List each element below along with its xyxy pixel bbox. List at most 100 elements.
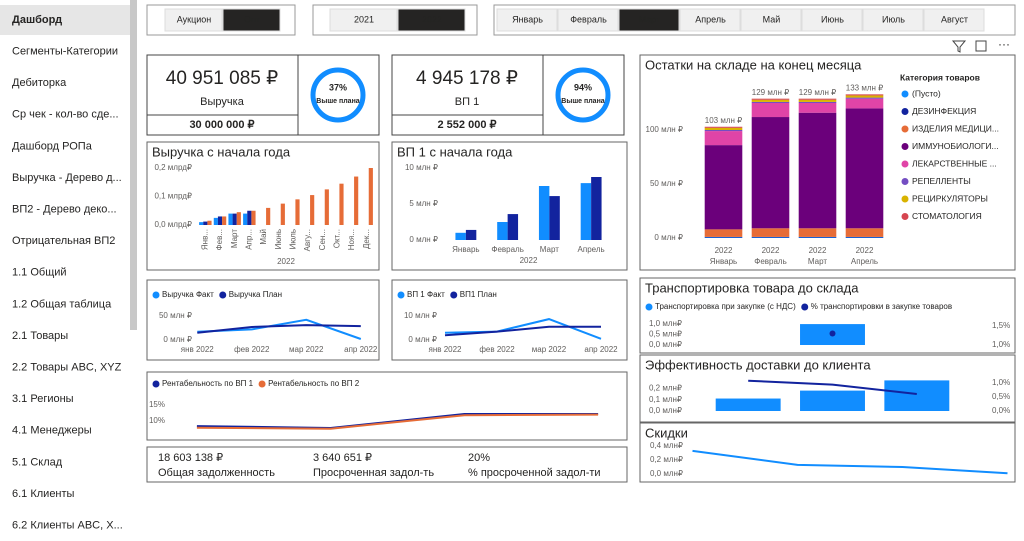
line-point: [829, 330, 836, 337]
total-label: 129 млн ₽: [799, 88, 836, 97]
x-tick-label: мар 2022: [532, 345, 567, 354]
nav-item[interactable]: Сегменты-Категории: [12, 46, 118, 58]
nav-item[interactable]: Выручка - Дерево д...: [12, 172, 122, 184]
nav-item[interactable]: 1.2 Общая таблица: [12, 298, 112, 310]
legend-label: СТОМАТОЛОГИЯ: [912, 211, 982, 221]
bar-segment: [798, 236, 837, 238]
legend-label: РЕПЕЛЛЕНТЫ: [912, 176, 971, 186]
nav-item[interactable]: ВП2 - Дерево деко...: [12, 204, 117, 216]
y-tick-label: 50 млн ₽: [159, 311, 192, 320]
slicer-button[interactable]: [557, 8, 619, 32]
y-tick-label: 0 млн ₽: [163, 335, 192, 344]
nav-item[interactable]: Дебиторка: [12, 77, 67, 89]
toolbar-icons: ···: [951, 13, 1010, 53]
nav-item[interactable]: 2.1 Товары: [12, 330, 68, 342]
slicer-option[interactable]: Февраль: [570, 14, 607, 24]
bar-segment: [798, 98, 837, 100]
kpi-value-box: [146, 54, 299, 116]
bar: [295, 199, 300, 225]
bar-segment: [798, 228, 837, 237]
bar-segment: [798, 101, 837, 103]
slicer-button[interactable]: [164, 8, 223, 32]
slicer-option[interactable]: Март: [639, 14, 661, 24]
y-tick-label: 0,4 млн₽: [650, 441, 683, 450]
slicer-option[interactable]: Аукцион: [177, 14, 212, 24]
nav-item[interactable]: Ср чек - кол-во сде...: [12, 109, 119, 121]
kpi-value-box: [391, 54, 544, 116]
nav-item[interactable]: Отрицательная ВП2: [12, 235, 115, 247]
slicer-button[interactable]: [329, 8, 398, 32]
slicer-button[interactable]: [397, 8, 466, 32]
bar: [247, 210, 252, 225]
bar: [207, 220, 212, 225]
x-tick-label: Март: [808, 257, 827, 266]
slicer-button[interactable]: [923, 8, 985, 32]
slicer-option[interactable]: 2021: [354, 14, 374, 24]
nav-item[interactable]: 2.2 Товары ABC, XYZ: [12, 362, 122, 374]
x-tick-label: фев 2022: [479, 345, 515, 354]
nav-item[interactable]: 6.2 Клиенты ABC, X...: [12, 520, 123, 532]
nav-item[interactable]: Дашборд: [12, 14, 62, 26]
slicer-option[interactable]: Апрель: [695, 14, 726, 24]
x-tick-label: Сен...: [318, 229, 327, 250]
bar-segment: [751, 117, 790, 229]
slicer-option[interactable]: Июнь: [821, 14, 844, 24]
slicer-button[interactable]: [862, 8, 924, 32]
legend-label: Выручка Факт: [162, 290, 214, 299]
nav-item[interactable]: 3.1 Регионы: [12, 393, 74, 405]
slicer-option[interactable]: Опт: [244, 14, 260, 24]
slicer-button[interactable]: [679, 8, 741, 32]
more-icon[interactable]: ···: [998, 37, 1010, 51]
x-tick-label: Фев...: [215, 229, 224, 250]
x-tick-label: Апр...: [244, 229, 253, 250]
y-tick-label: 5 млн ₽: [409, 199, 438, 208]
slicer-option[interactable]: Май: [763, 14, 781, 24]
slicer-button[interactable]: [222, 8, 281, 32]
slicer-option[interactable]: Январь: [512, 14, 543, 24]
bar: [222, 216, 227, 225]
nav-item[interactable]: 4.1 Менеджеры: [12, 425, 92, 437]
slicer-button[interactable]: [618, 8, 680, 32]
scrollbar[interactable]: [130, 0, 137, 330]
slicer-button[interactable]: [496, 8, 558, 32]
kpi-plan: 30 000 000 ₽: [189, 119, 254, 131]
y-tick-label: 50 млн ₽: [650, 179, 683, 188]
legend-marker: [152, 380, 160, 388]
chart-title: Остатки на складе на конец месяца: [645, 57, 862, 72]
nav-item[interactable]: 1.1 Общий: [12, 267, 67, 279]
slicer-button[interactable]: [740, 8, 802, 32]
x-tick-label: Окт...: [332, 229, 341, 248]
slicer-option[interactable]: Июль: [882, 14, 905, 24]
y-tick-label: 100 млн ₽: [646, 125, 683, 134]
bar: [310, 195, 315, 225]
bar-segment: [751, 228, 790, 237]
bar: [884, 380, 950, 411]
y-tick-label: 0,0 млн₽: [649, 406, 682, 415]
focus-icon[interactable]: [975, 40, 987, 52]
nav-item[interactable]: Дашборд РОПа: [12, 140, 93, 152]
bar: [199, 222, 204, 225]
nav-item[interactable]: 5.1 Склад: [12, 456, 63, 468]
chart-title: ВП 1 с начала года: [397, 144, 513, 159]
card: [639, 422, 1016, 483]
legend-marker: [397, 291, 405, 299]
kpi-note: Выше плана: [316, 98, 360, 105]
nav-item[interactable]: 6.1 Клиенты: [12, 488, 75, 500]
legend-label: (Пусто): [912, 88, 941, 98]
x-tick-label: апр 2022: [344, 345, 378, 354]
slicer-option[interactable]: 2022: [422, 14, 442, 24]
bar-segment: [751, 99, 790, 102]
card: [146, 141, 380, 271]
filter-icon[interactable]: [951, 40, 967, 53]
slicer-option[interactable]: Август: [941, 14, 968, 24]
y-tick-label: 1,0%: [992, 340, 1010, 349]
legend-marker: [901, 90, 909, 98]
bar: [368, 168, 373, 225]
bar-segment: [704, 127, 743, 130]
legend-marker: [152, 291, 160, 299]
total-label: 103 млн ₽: [705, 116, 742, 125]
x-tick-label: 2022: [809, 246, 827, 255]
slicer-button[interactable]: [801, 8, 863, 32]
bar-segment: [751, 98, 790, 100]
bar-segment: [751, 237, 790, 238]
